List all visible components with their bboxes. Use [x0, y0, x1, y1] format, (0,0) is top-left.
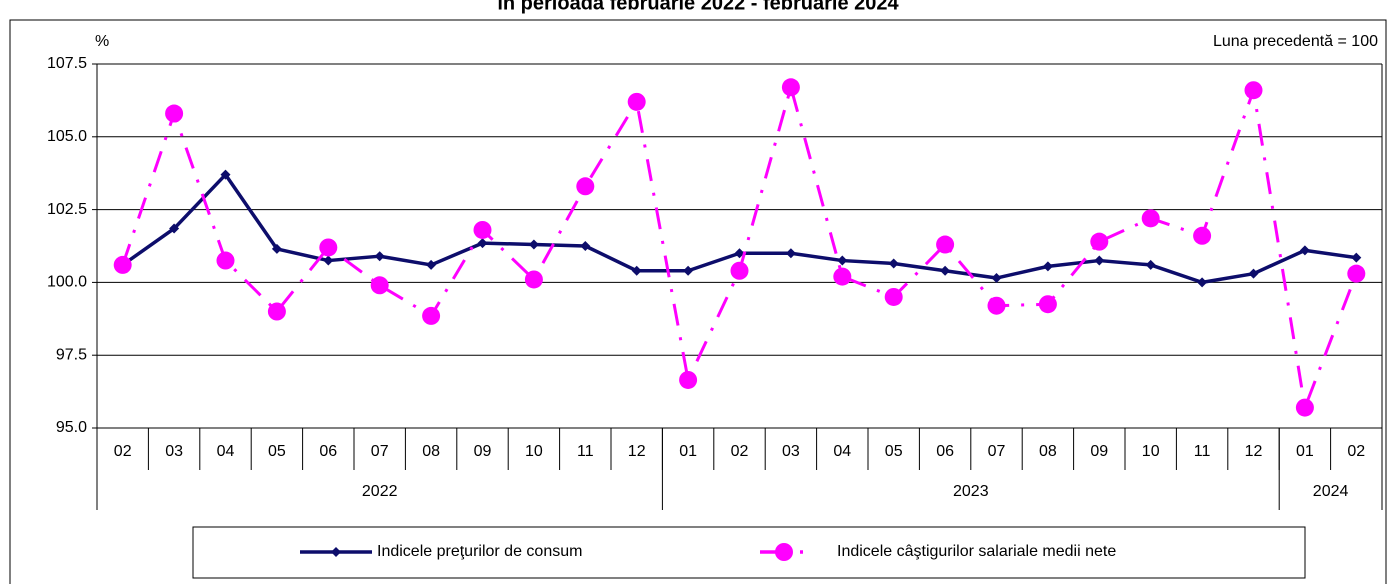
y-tick-label: 105.0 [47, 128, 87, 145]
x-tick-label: 02 [114, 443, 132, 460]
point [528, 239, 539, 250]
point [1145, 259, 1156, 270]
point [1347, 264, 1366, 283]
chart-title: în perioada februarie 2022 - februarie 2… [496, 0, 899, 14]
point [1244, 81, 1263, 100]
point [837, 255, 848, 266]
point [730, 261, 749, 280]
point [580, 241, 591, 251]
point [884, 287, 903, 306]
point [1042, 261, 1053, 272]
x-tick-label: 01 [679, 443, 697, 460]
x-tick-label: 10 [525, 443, 543, 460]
legend-marker [331, 547, 341, 557]
point [940, 265, 951, 276]
x-tick-label: 12 [1245, 443, 1263, 460]
y-tick-label: 95.0 [56, 419, 87, 436]
point [627, 92, 646, 111]
point [1351, 252, 1362, 263]
point [169, 223, 180, 234]
point [991, 273, 1002, 284]
y-tick-label: 102.5 [47, 201, 87, 218]
point [477, 238, 488, 249]
point [271, 243, 282, 254]
x-tick-label: 01 [1296, 443, 1314, 460]
x-tick-label: 10 [1142, 443, 1160, 460]
x-tick-label: 03 [782, 443, 800, 460]
x-tick-label: 11 [1194, 443, 1211, 460]
point [576, 177, 595, 196]
point [987, 296, 1006, 315]
point [679, 370, 698, 389]
y-tick-label: 100.0 [47, 274, 87, 291]
legend-label: Indicele preţurilor de consum [377, 543, 582, 560]
x-tick-label: 11 [577, 443, 594, 460]
point [833, 267, 852, 286]
year-label: 2024 [1313, 483, 1349, 500]
point [785, 248, 796, 259]
point [631, 265, 642, 276]
x-tick-label: 05 [885, 443, 903, 460]
point [734, 248, 745, 259]
legend-marker [775, 543, 793, 561]
point [1197, 277, 1208, 288]
x-tick-label: 06 [319, 443, 337, 460]
y-tick-label: 97.5 [56, 346, 87, 363]
x-tick-label: 07 [371, 443, 389, 460]
point [370, 276, 389, 295]
y-tick-label: 107.5 [47, 55, 87, 72]
x-tick-label: 09 [474, 443, 492, 460]
point [426, 259, 437, 270]
point [888, 258, 899, 269]
x-tick-label: 02 [1347, 443, 1365, 460]
x-tick-label: 12 [628, 443, 646, 460]
point [422, 306, 441, 325]
point [524, 270, 543, 289]
point [1094, 255, 1105, 266]
y-unit: % [95, 33, 109, 50]
legend-label: Indicele câştigurilor salariale medii ne… [837, 543, 1116, 560]
x-tick-label: 08 [1039, 443, 1057, 460]
x-tick-label: 07 [988, 443, 1006, 460]
point [1295, 398, 1314, 417]
point [1038, 295, 1057, 314]
point [1141, 209, 1160, 228]
x-tick-label: 03 [165, 443, 183, 460]
point [1193, 226, 1212, 245]
note: Luna precedentă = 100 [1213, 33, 1378, 50]
legend-box [192, 526, 1306, 579]
point [220, 169, 231, 180]
point [1090, 232, 1109, 251]
x-tick-label: 04 [833, 443, 851, 460]
x-tick-label: 05 [268, 443, 286, 460]
point [781, 78, 800, 97]
point [323, 255, 334, 266]
x-tick-label: 08 [422, 443, 440, 460]
year-label: 2023 [953, 483, 989, 500]
point [936, 235, 955, 254]
point [1248, 268, 1259, 279]
point [267, 302, 286, 321]
point [683, 265, 694, 276]
x-tick-label: 06 [936, 443, 954, 460]
chart-frame [9, 19, 1387, 584]
year-label: 2022 [362, 483, 398, 500]
x-tick-label: 09 [1090, 443, 1108, 460]
point [1299, 245, 1310, 256]
x-tick-label: 02 [731, 443, 749, 460]
point [216, 251, 235, 270]
point [113, 255, 132, 274]
point [473, 220, 492, 239]
point [165, 104, 184, 123]
x-tick-label: 04 [217, 443, 235, 460]
point [374, 251, 385, 262]
point [319, 238, 338, 257]
